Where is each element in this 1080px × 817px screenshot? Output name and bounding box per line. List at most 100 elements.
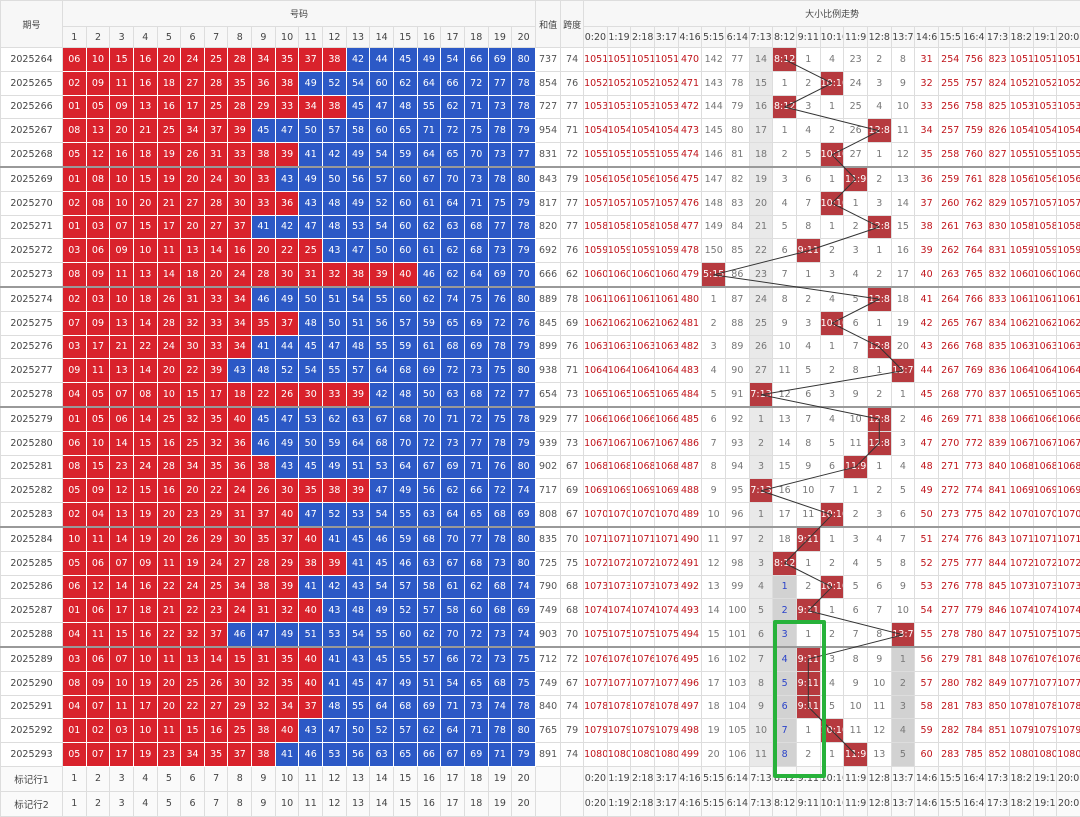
- trend-cell: 11: [702, 527, 726, 551]
- trend-cell: 1079: [1057, 719, 1080, 743]
- number-ball: 40: [275, 719, 299, 743]
- trend-cell: 1078: [631, 695, 655, 719]
- number-ball: 23: [181, 503, 205, 527]
- number-ball: 65: [393, 119, 417, 143]
- trend-cell: 825: [986, 95, 1010, 119]
- number-ball: 09: [86, 671, 110, 695]
- trend-cell: 1071: [607, 527, 631, 551]
- trend-cell: 471: [678, 71, 702, 95]
- ratio-label: 18:2: [1009, 791, 1033, 816]
- number-ball: 50: [323, 311, 347, 335]
- number-ball: 14: [110, 431, 134, 455]
- trend-cell: 1063: [607, 335, 631, 359]
- number-ball: 74: [488, 695, 512, 719]
- trend-cell: 848: [986, 647, 1010, 671]
- number-ball: 48: [299, 311, 323, 335]
- trend-cell: 1057: [584, 191, 608, 215]
- trend-cell: 20: [702, 743, 726, 767]
- trend-cell: 1077: [1033, 671, 1057, 695]
- trend-cell: 1069: [655, 479, 679, 503]
- issue-id: 2025275: [1, 311, 63, 335]
- number-ball: 65: [441, 143, 465, 167]
- trend-cell: 12: [891, 143, 915, 167]
- trend-cell: 773: [962, 455, 986, 479]
- number-ball: 47: [323, 335, 347, 359]
- number-ball: 02: [63, 287, 87, 311]
- trend-cell: 15: [773, 455, 797, 479]
- trend-cell: 1: [867, 239, 891, 263]
- number-ball: 64: [464, 263, 488, 287]
- trend-cell: 97: [726, 527, 750, 551]
- trend-cell: 101: [726, 623, 750, 647]
- number-ball: 35: [275, 647, 299, 671]
- number-ball: 15: [133, 479, 157, 503]
- trend-cell: 1065: [631, 383, 655, 407]
- trend-cell: 1072: [631, 551, 655, 575]
- number-ball: 77: [488, 215, 512, 239]
- trend-cell: 1: [749, 503, 773, 527]
- number-ball: 01: [63, 599, 87, 623]
- ratio-label: 14:6: [915, 27, 939, 48]
- number-ball: 52: [323, 503, 347, 527]
- trend-cell: 1: [820, 599, 844, 623]
- trend-cell: 1066: [1033, 407, 1057, 431]
- trend-cell: 1079: [655, 719, 679, 743]
- number-ball: 06: [63, 575, 87, 599]
- number-ball: 79: [512, 119, 536, 143]
- number-ball: 23: [110, 455, 134, 479]
- number-ball: 01: [63, 719, 87, 743]
- issue-id: 2025291: [1, 695, 63, 719]
- trend-cell: 9: [844, 383, 868, 407]
- trend-cell: 10: [891, 95, 915, 119]
- trend-cell: 1069: [584, 479, 608, 503]
- trend-cell: 1064: [1033, 359, 1057, 383]
- column-number: 7: [204, 27, 228, 48]
- number-ball: 05: [63, 479, 87, 503]
- trend-cell: 1074: [1009, 599, 1033, 623]
- ratio-label: 17:3: [986, 27, 1010, 48]
- number-ball: 03: [63, 335, 87, 359]
- ratio-label: 3:17: [655, 27, 679, 48]
- trend-cell: 1076: [584, 647, 608, 671]
- trend-cell: 831: [986, 239, 1010, 263]
- trend-cell: 1072: [655, 551, 679, 575]
- trend-cell: 5: [702, 383, 726, 407]
- number-ball: 55: [370, 335, 394, 359]
- number-ball: 49: [346, 143, 370, 167]
- trend-cell: 25: [844, 95, 868, 119]
- number-ball: 26: [204, 671, 228, 695]
- sum-value: 840: [536, 695, 561, 719]
- trend-cell: 14: [891, 191, 915, 215]
- trend-cell: 7: [867, 599, 891, 623]
- trend-cell: 1076: [1009, 647, 1033, 671]
- trend-cell: 50: [915, 503, 939, 527]
- number-ball: 07: [63, 311, 87, 335]
- number-ball: 45: [346, 527, 370, 551]
- header-row: 期号号码和值跨度大小比例走势: [1, 1, 1080, 27]
- number-ball: 34: [252, 48, 276, 72]
- number-ball: 07: [110, 383, 134, 407]
- trend-cell: 13: [702, 575, 726, 599]
- number-ball: 55: [370, 623, 394, 647]
- trend-cell: 12:8: [867, 119, 891, 143]
- number-ball: 09: [133, 551, 157, 575]
- trend-cell: 86: [726, 263, 750, 287]
- issue-id: 2025272: [1, 239, 63, 263]
- trend-cell: 2: [702, 311, 726, 335]
- trend-cell: 1053: [584, 95, 608, 119]
- trend-cell: 33: [915, 95, 939, 119]
- span-value: 74: [561, 695, 584, 719]
- trend-cell: 1: [844, 191, 868, 215]
- trend-cell: 11: [867, 695, 891, 719]
- trend-cell: 57: [915, 671, 939, 695]
- number-ball: 13: [181, 239, 205, 263]
- trend-cell: 4: [820, 671, 844, 695]
- number-ball: 57: [417, 599, 441, 623]
- trend-cell: 258: [938, 143, 962, 167]
- trend-cell: 5: [773, 671, 797, 695]
- ratio-label: 16:4: [962, 766, 986, 791]
- trend-cell: 759: [962, 119, 986, 143]
- number-ball: 47: [370, 671, 394, 695]
- span-value: 79: [561, 167, 584, 191]
